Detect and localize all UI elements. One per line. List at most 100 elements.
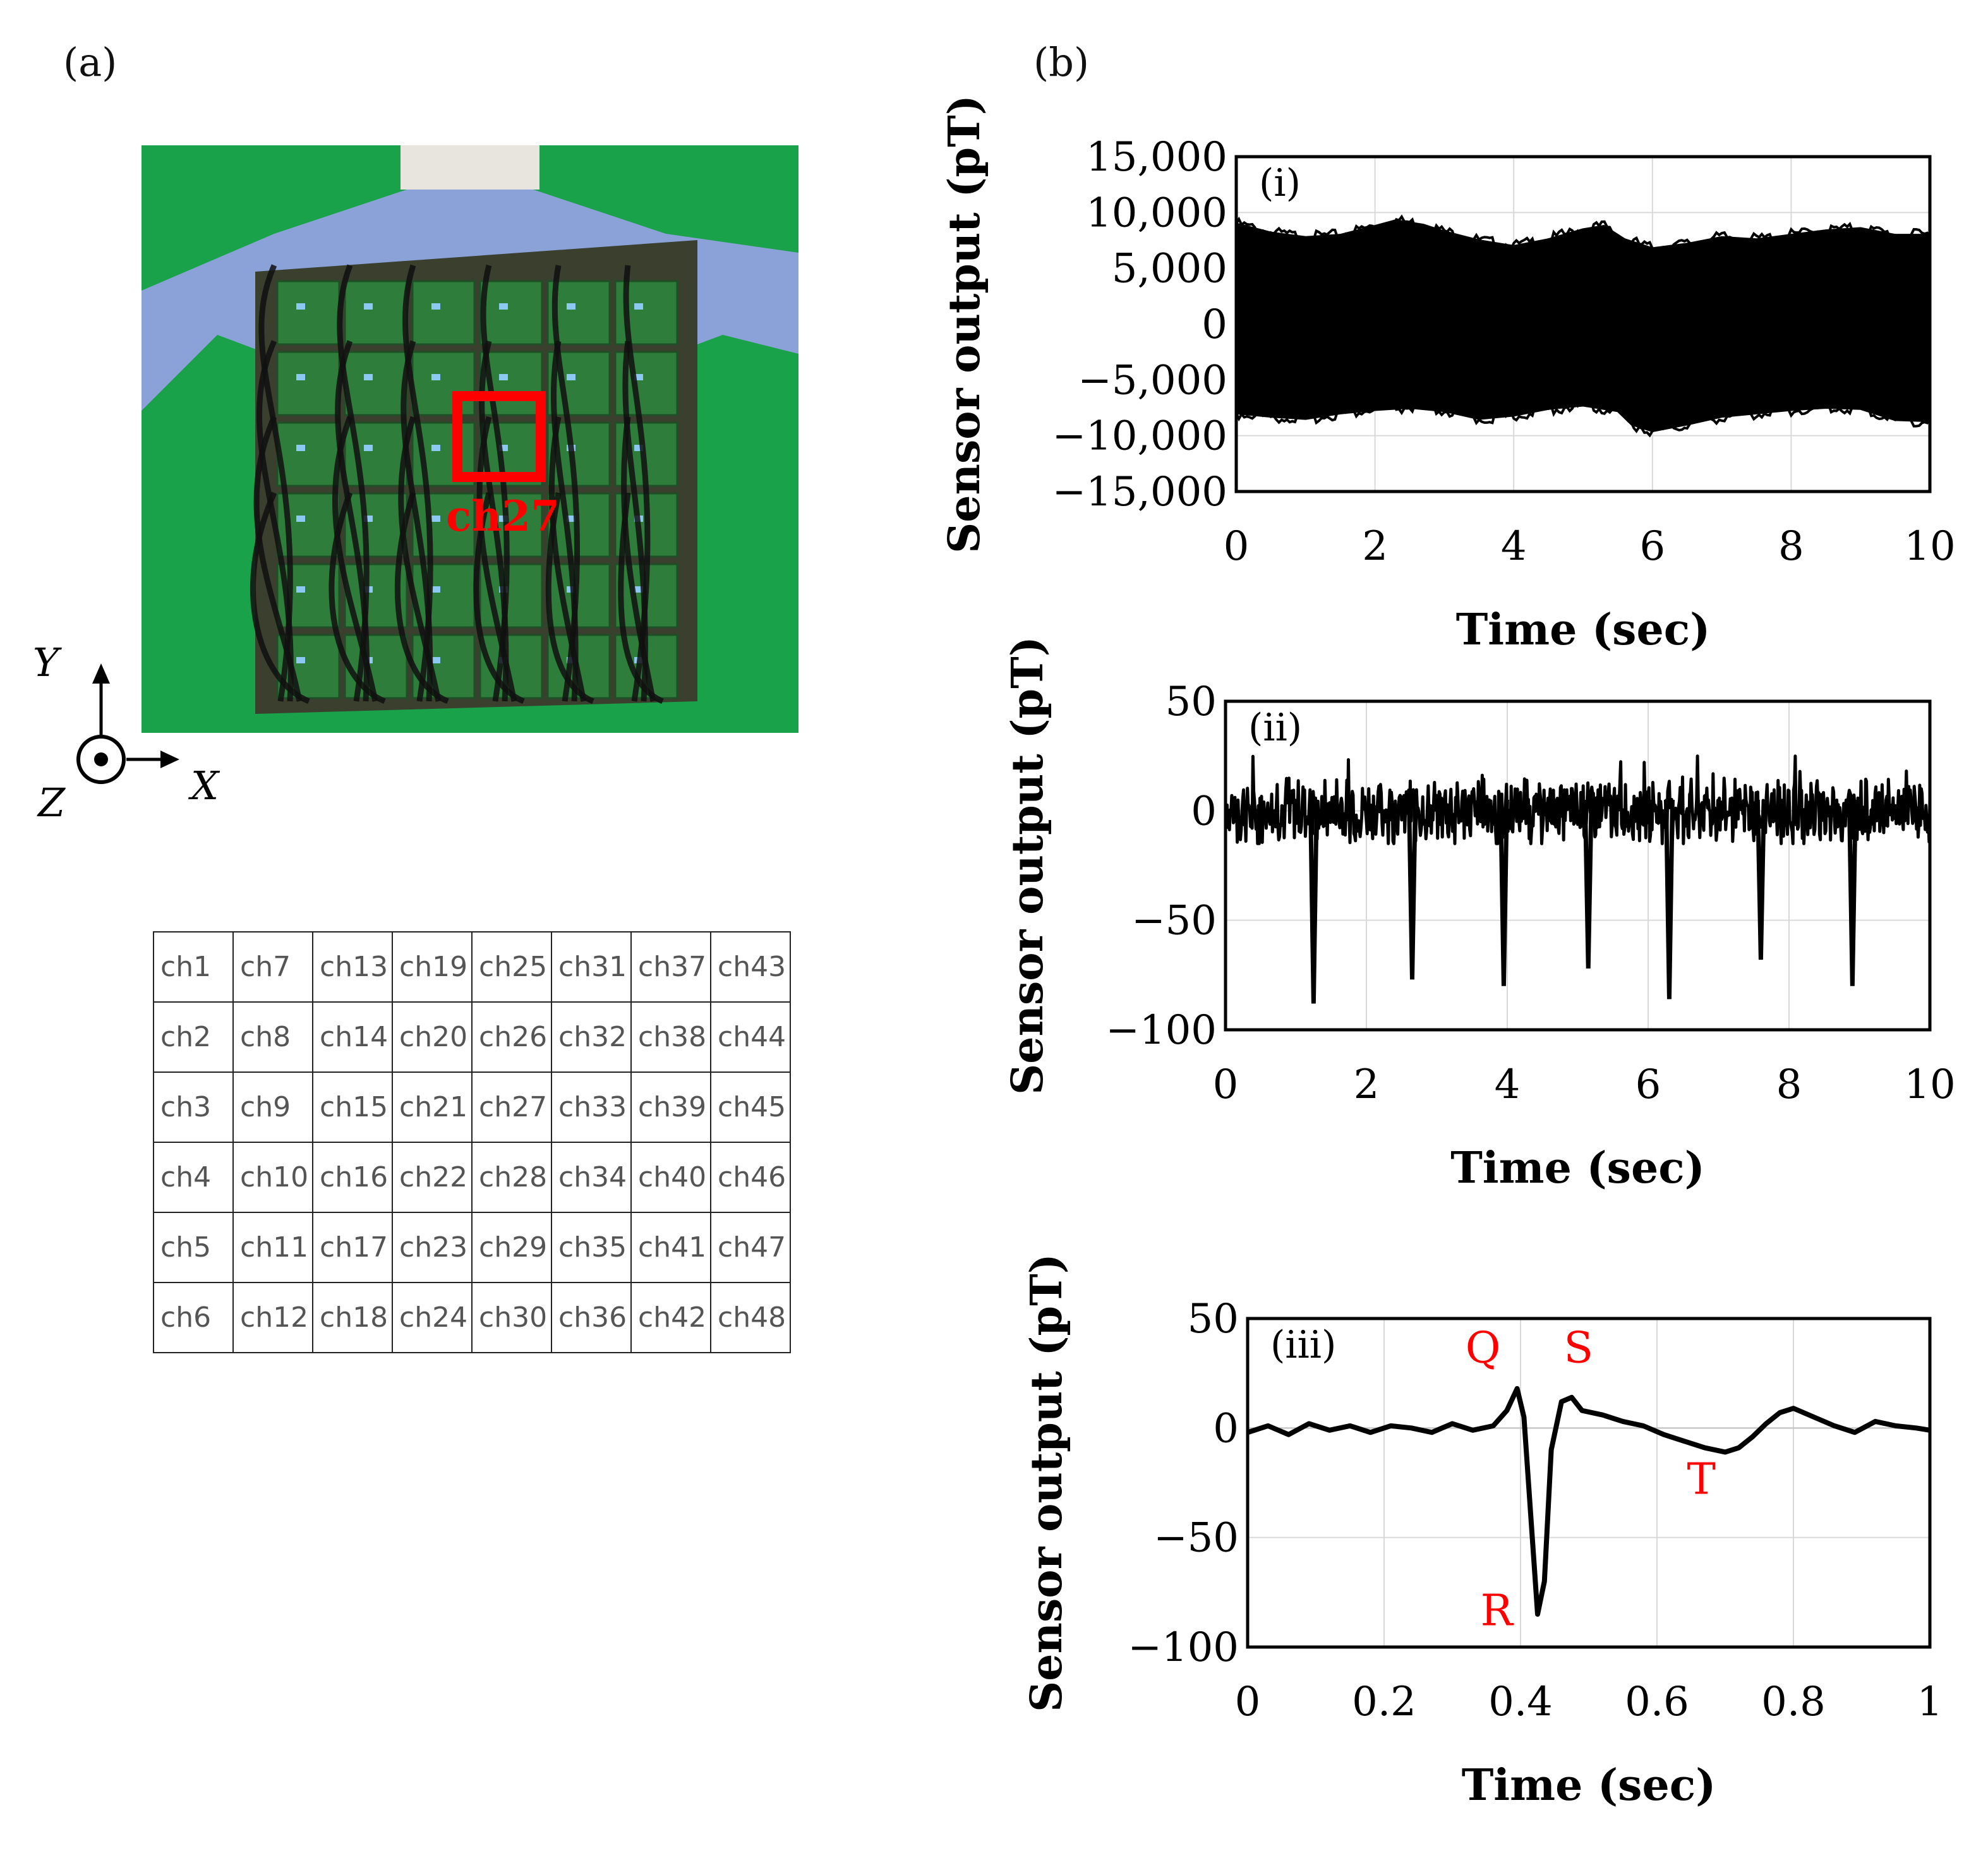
cable <box>394 492 449 704</box>
ch27-highlight-box <box>452 391 546 482</box>
board-tape <box>431 303 440 310</box>
x-tick-label: 6 <box>1636 1061 1661 1108</box>
chart-i: (i) −15,000 −10,000 −5,000 0 5,000 10,000 15,00… <box>939 95 1956 655</box>
cable <box>476 416 517 702</box>
channel-cell: ch17 <box>312 1212 393 1283</box>
channel-cell: ch2 <box>153 1001 234 1073</box>
channel-row: ch2 ch8 ch14 ch20 ch26 ch32 ch38 ch44 <box>153 1001 791 1073</box>
channel-cell: ch46 <box>710 1142 791 1213</box>
z-axis-dot <box>94 752 108 766</box>
y-tick-label: −50 <box>1154 1515 1239 1562</box>
channel-cell: ch28 <box>471 1142 552 1213</box>
channel-cell: ch15 <box>312 1071 393 1143</box>
cable <box>332 416 378 702</box>
channel-cell: ch1 <box>153 931 234 1003</box>
channel-cell: ch47 <box>710 1212 791 1283</box>
x-axis-title: Time (sec) <box>1456 605 1711 655</box>
board-tape <box>499 445 508 451</box>
x-arrowhead <box>160 751 179 768</box>
y-axis-title: Sensor output (pT) <box>939 95 990 553</box>
ch27-highlight-label: ch27 <box>446 492 560 541</box>
x-tick-label: 1 <box>1917 1679 1943 1725</box>
board-tape <box>296 586 305 593</box>
channel-row: ch1 ch7 ch13 ch19 ch25 ch31 ch37 ch43 <box>153 931 791 1003</box>
channel-cell: ch20 <box>392 1001 473 1073</box>
x-tick-label: 0 <box>1224 523 1250 570</box>
r-peak-spike <box>1846 799 1858 986</box>
ecg-wave-label: S <box>1564 1323 1594 1373</box>
channel-cell: ch18 <box>312 1282 393 1353</box>
y-tick-label: −15,000 <box>1052 469 1227 516</box>
board-tape <box>296 374 305 380</box>
channel-cell: ch24 <box>392 1282 473 1353</box>
board-tape <box>364 374 373 380</box>
cable <box>398 416 442 702</box>
z-axis-label: Z <box>37 780 66 826</box>
channel-cell: ch26 <box>471 1001 552 1073</box>
cable <box>622 341 648 702</box>
channel-cell: ch39 <box>630 1071 711 1143</box>
sensor-board <box>344 351 408 416</box>
x-axis-title: Time (sec) <box>1450 1143 1705 1193</box>
channel-cell: ch41 <box>630 1212 711 1283</box>
x-tick-label: 8 <box>1776 1061 1802 1108</box>
cable <box>250 492 310 704</box>
y-tick-label: 10,000 <box>1086 190 1227 236</box>
signal-line <box>1246 1385 1931 1617</box>
sensor-board <box>411 280 476 346</box>
channel-cell: ch7 <box>232 931 313 1003</box>
channel-cell: ch38 <box>630 1001 711 1073</box>
cable <box>618 492 664 704</box>
channel-cell: ch29 <box>471 1212 552 1283</box>
board-tape <box>634 303 643 310</box>
board-tape <box>567 516 575 522</box>
channel-cell: ch31 <box>551 931 632 1003</box>
channel-cell: ch45 <box>710 1071 791 1143</box>
cable <box>328 492 386 704</box>
y-arrowhead <box>92 663 110 684</box>
channel-cell: ch22 <box>392 1142 473 1213</box>
channel-cell: ch23 <box>392 1212 473 1283</box>
board-tape <box>634 374 643 380</box>
sensor-array-photo: ch27 <box>142 145 798 733</box>
cable <box>473 492 525 704</box>
board-tape <box>431 445 440 451</box>
channel-cell: ch6 <box>153 1282 234 1353</box>
panel-tag: (i) <box>1259 161 1301 205</box>
channel-cell: ch44 <box>710 1001 791 1073</box>
channel-cell: ch48 <box>710 1282 791 1353</box>
channel-cell: ch14 <box>312 1001 393 1073</box>
channel-cell: ch8 <box>232 1001 313 1073</box>
channel-cell: ch36 <box>551 1282 632 1353</box>
y-tick-label: −50 <box>1131 898 1217 945</box>
cable <box>621 416 656 702</box>
sensor-board <box>276 280 340 346</box>
board-tape <box>296 657 305 663</box>
r-peak-spike <box>1498 799 1509 986</box>
board-tape <box>364 516 373 522</box>
cable <box>545 492 594 704</box>
r-peak-spike <box>1308 799 1319 1004</box>
board-tape <box>567 374 575 380</box>
y-tick-label: 50 <box>1166 679 1217 725</box>
face-shape <box>401 145 539 190</box>
y-tick-label: 0 <box>1202 301 1227 348</box>
channel-cell: ch33 <box>551 1071 632 1143</box>
sensor-board <box>344 280 408 346</box>
channel-cell: ch3 <box>153 1071 234 1143</box>
cables <box>250 264 664 704</box>
ecg-wave-label: T <box>1687 1454 1716 1504</box>
lower-envelope-line <box>1235 398 1931 438</box>
channel-cell: ch34 <box>551 1142 632 1213</box>
r-peak-spike <box>1582 799 1594 969</box>
x-tick-label: 8 <box>1778 523 1804 570</box>
y-tick-label: 15,000 <box>1086 134 1227 181</box>
y-axis-title: Sensor output (pT) <box>1003 636 1053 1095</box>
y-tick-label: −5,000 <box>1078 357 1227 404</box>
sensor-board <box>411 492 476 558</box>
channel-cell: ch37 <box>630 931 711 1003</box>
r-peak-spike <box>1663 799 1675 999</box>
channel-cell: ch16 <box>312 1142 393 1213</box>
x-tick-label: 10 <box>1904 523 1955 570</box>
channel-cell: ch12 <box>232 1282 313 1353</box>
